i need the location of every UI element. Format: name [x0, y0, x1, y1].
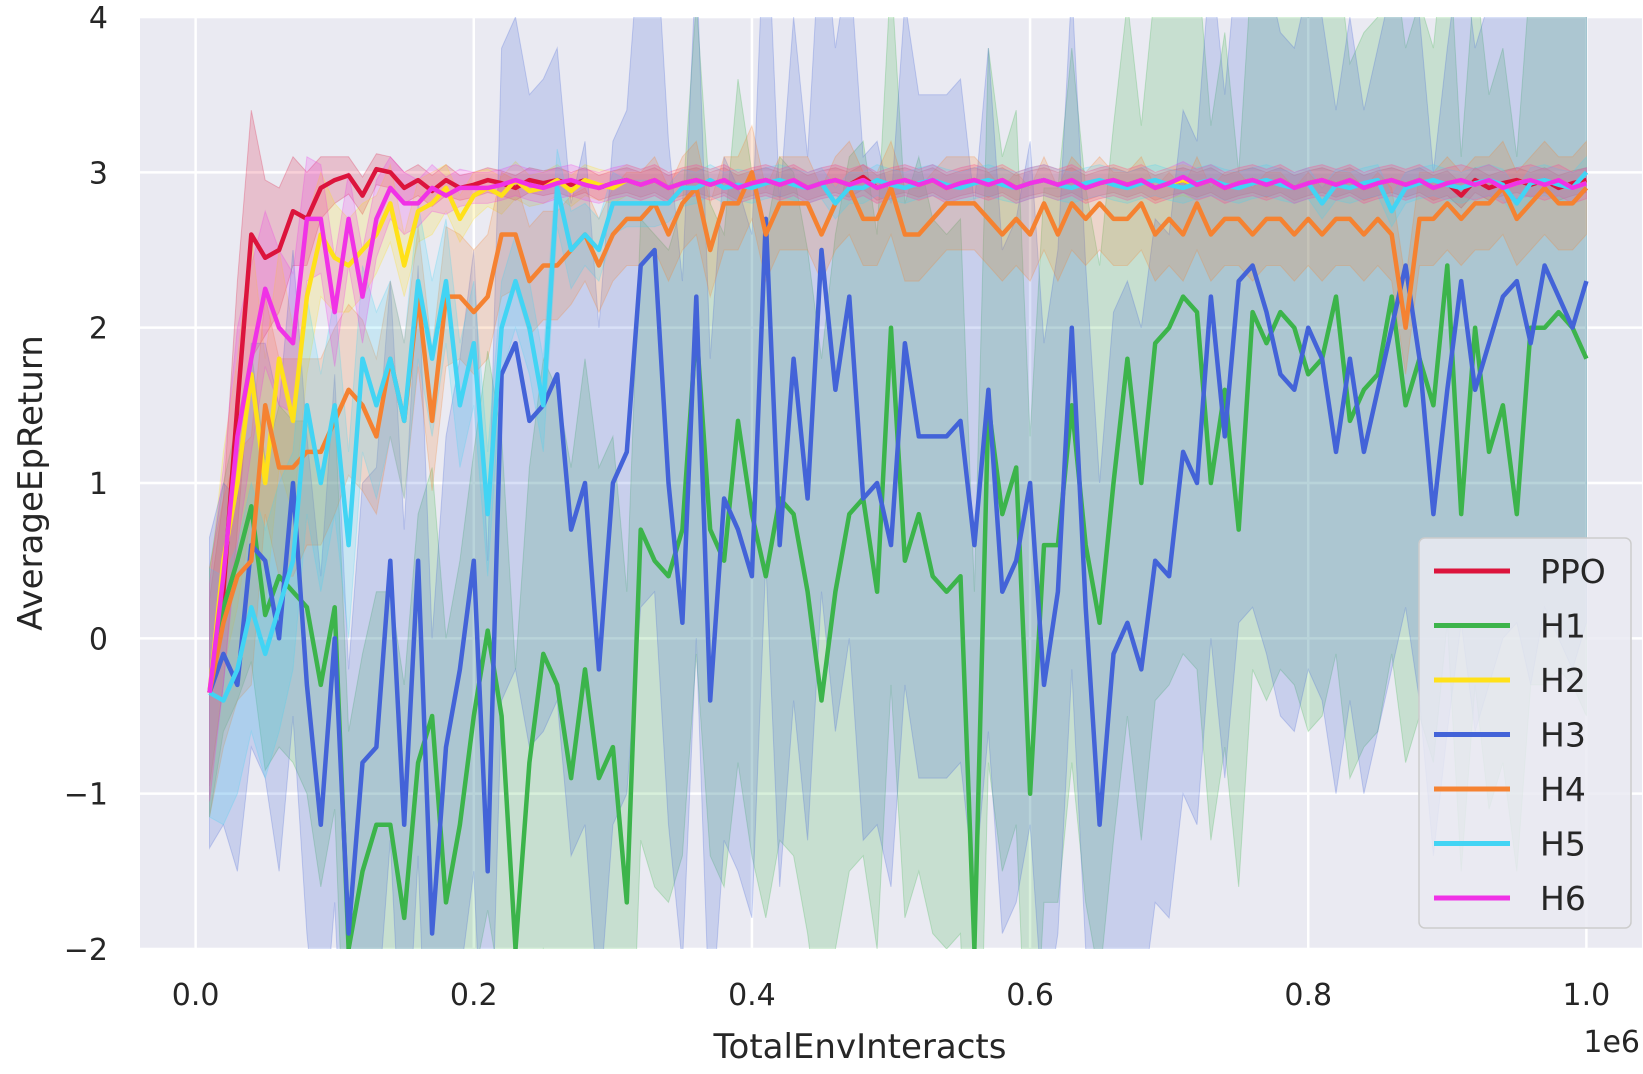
legend-label-h4: H4 — [1540, 770, 1586, 809]
x-tick-label: 0.2 — [450, 978, 498, 1013]
legend-label-h5: H5 — [1540, 825, 1586, 864]
x-tick-label: 0.8 — [1284, 978, 1332, 1013]
legend-label-h6: H6 — [1540, 879, 1586, 918]
x-tick-label: 0.4 — [728, 978, 776, 1013]
legend-label-ppo: PPO — [1540, 552, 1606, 591]
y-tick-label: 3 — [89, 156, 108, 191]
legend-frame — [1418, 537, 1632, 929]
x-axis-offset-label: 1e6 — [1583, 1025, 1640, 1060]
y-tick-label: 0 — [89, 622, 108, 657]
legend-label-h2: H2 — [1540, 661, 1586, 700]
x-tick-label: 0.6 — [1006, 978, 1054, 1013]
series-line-h6 — [207, 174, 1588, 693]
band-h4 — [209, 124, 1587, 818]
y-tick-label: 1 — [89, 467, 108, 502]
series-lines — [207, 166, 1589, 949]
x-axis-label: TotalEnvInteracts — [713, 1027, 1007, 1067]
legend: PPO H1 H2 H3 H4 H5 H6 — [1418, 537, 1632, 929]
y-axis-label: AverageEpReturn — [11, 335, 51, 631]
y-tick-label: −1 — [64, 778, 108, 813]
series-line-h4 — [207, 170, 1589, 694]
y-tick-label: −2 — [64, 933, 108, 968]
y-tick-label: 2 — [89, 312, 108, 347]
y-tick-label: 4 — [89, 1, 108, 36]
y-tick-labels: −2 −1 0 1 2 3 4 — [64, 1, 108, 968]
series-line-h3 — [207, 216, 1589, 936]
x-tick-label: 1.0 — [1563, 978, 1611, 1013]
legend-label-h1: H1 — [1540, 607, 1586, 646]
x-tick-labels: 0.0 0.2 0.4 0.6 0.8 1.0 — [172, 978, 1610, 1013]
x-tick-label: 0.0 — [172, 978, 220, 1013]
legend-label-h3: H3 — [1540, 716, 1586, 755]
